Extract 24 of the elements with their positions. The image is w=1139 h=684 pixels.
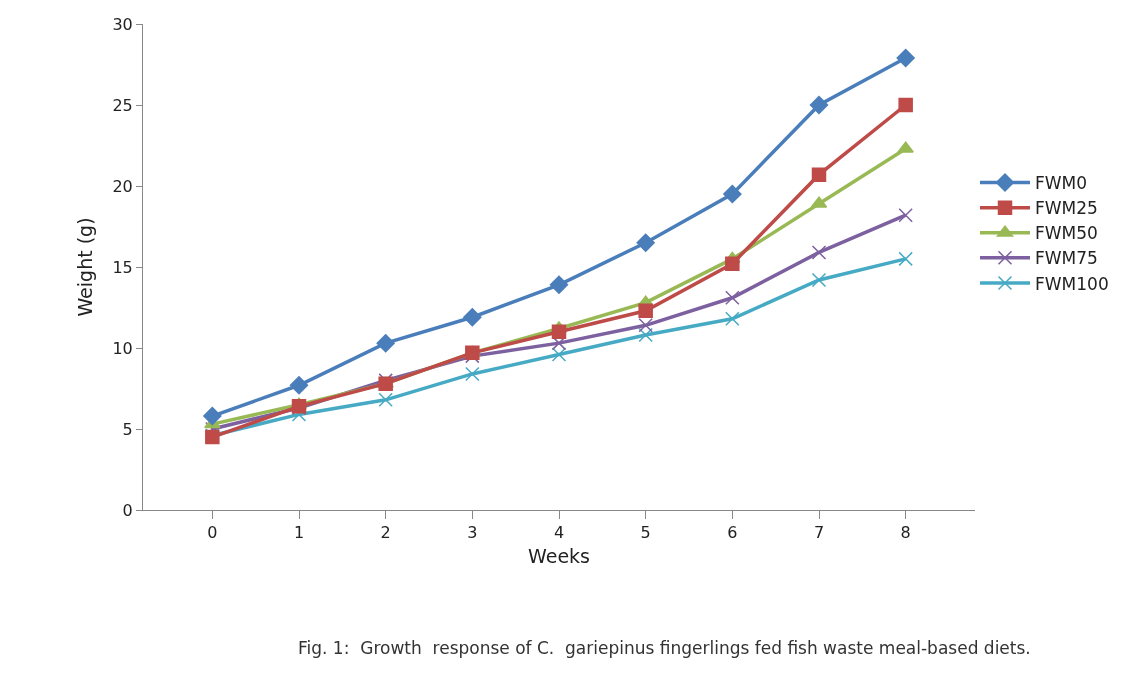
x-tick-label: 5: [640, 523, 651, 543]
legend-label: FWM25: [1035, 198, 1098, 219]
x-tick-label: 3: [467, 523, 478, 543]
y-tick-label: 10: [112, 338, 133, 358]
x-tick-label: 8: [900, 523, 911, 543]
x-tick-label: 6: [727, 523, 738, 543]
legend-label: FWM0: [1035, 173, 1088, 194]
x-tick-label: 1: [293, 523, 305, 543]
x-tick-label: 7: [813, 523, 825, 543]
y-tick-label: 15: [112, 257, 133, 277]
legend-label: FWM75: [1035, 248, 1098, 269]
y-tick-label: 30: [112, 14, 133, 34]
x-axis-title: Weeks: [528, 545, 590, 567]
y-axis-title: Weight (g): [74, 217, 97, 317]
x-tick-label: 2: [380, 523, 391, 543]
legend-label: FWM50: [1035, 223, 1098, 244]
y-tick-label: 0: [122, 500, 133, 520]
caption: Fig. 1: Growth response of C. gariepinus fingerlings fed fish waste meal-based diets.: [298, 638, 1031, 658]
y-tick-label: 5: [122, 419, 133, 439]
x-tick-label: 4: [553, 523, 565, 543]
y-tick-label: 20: [112, 176, 133, 196]
y-tick-label: 25: [112, 95, 133, 115]
legend-label: FWM100: [1035, 273, 1109, 294]
x-tick-label: 0: [207, 523, 218, 543]
